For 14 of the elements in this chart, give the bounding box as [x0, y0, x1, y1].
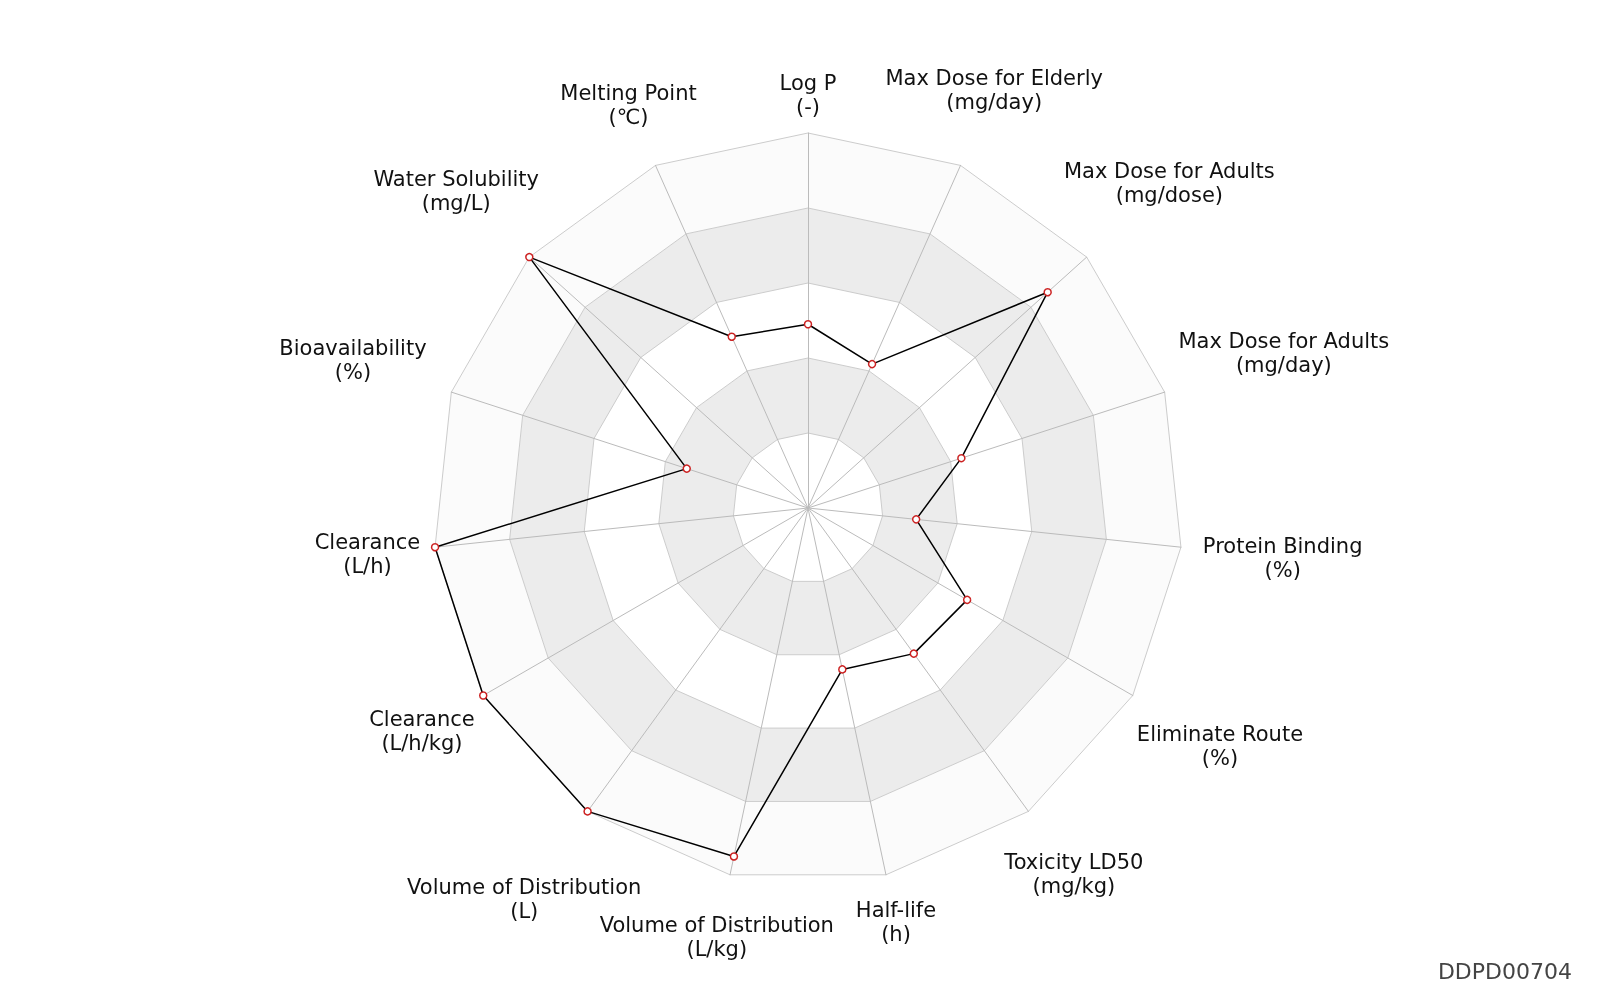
text: DDPD00704	[1437, 958, 1572, 984]
spoke-label: Max Dose for Elderly (mg/day)	[885, 65, 1103, 114]
spoke-label: Max Dose for Adults (mg/dose)	[1063, 158, 1275, 207]
spoke-label: Melting Point (℃)	[560, 80, 697, 129]
spoke-label: Eliminate Route (%)	[1136, 721, 1304, 770]
spoke-label: Clearance (L/h)	[314, 530, 421, 579]
spoke-label: Protein Binding (%)	[1202, 533, 1363, 582]
spoke-label: Max Dose for Adults (mg/day)	[1178, 329, 1390, 378]
spoke-label: Toxicity LD50 (mg/kg)	[1003, 849, 1144, 898]
spoke-label: Log P (-)	[779, 71, 837, 119]
spoke-label: Clearance (L/h/kg)	[369, 706, 475, 755]
spoke-label: Half-life (h)	[855, 897, 937, 946]
spoke-label: Water Solubility (mg/L)	[373, 167, 539, 216]
spoke-label: Bioavailability (%)	[279, 336, 427, 385]
